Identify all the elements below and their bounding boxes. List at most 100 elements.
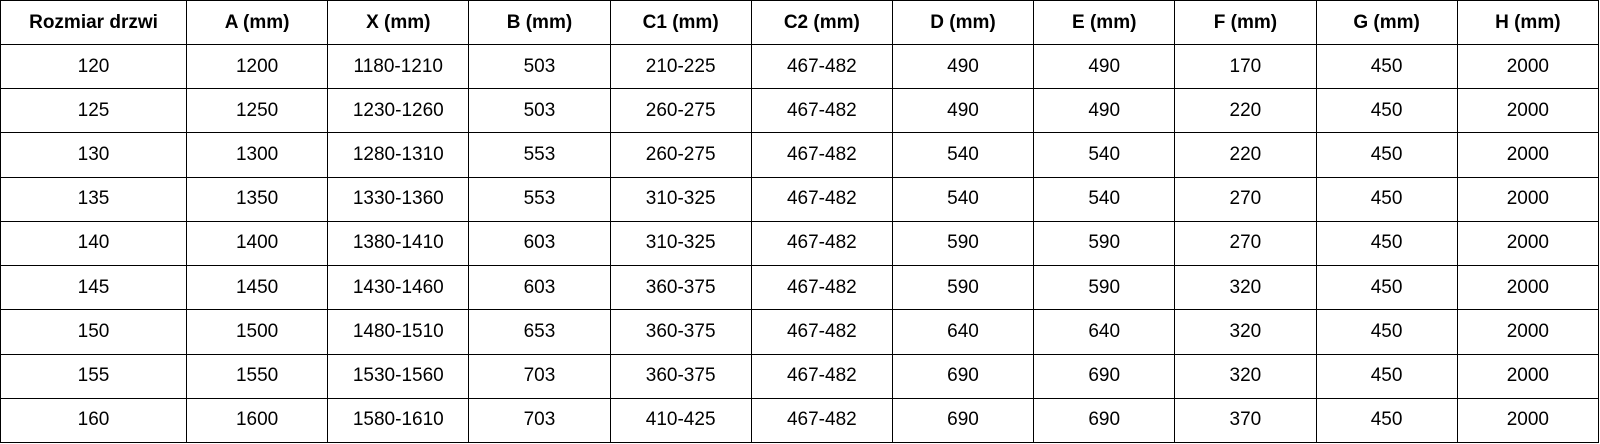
table-cell: 1430-1460 [327, 265, 470, 311]
table-cell: 590 [891, 265, 1035, 311]
table-cell: 320 [1174, 353, 1317, 399]
table-cell: 410-425 [609, 397, 752, 444]
table-row: 135 1350 1330-1360 553 310-325 467-482 540 540 2… [0, 176, 1600, 222]
column-header: F (mm) [1174, 0, 1317, 45]
table-cell: 553 [468, 132, 611, 178]
table-cell: 450 [1315, 43, 1458, 90]
table-cell: 467-482 [750, 132, 893, 178]
table-cell: 450 [1315, 309, 1458, 355]
table-cell: 2000 [1456, 309, 1600, 355]
table-cell: 467-482 [750, 88, 893, 134]
table-cell: 540 [891, 176, 1035, 222]
table-cell: 270 [1174, 176, 1317, 222]
table-cell: 1400 [185, 220, 329, 267]
table-cell: 450 [1315, 176, 1458, 222]
table-cell: 310-325 [609, 176, 752, 222]
table-cell: 703 [468, 397, 611, 444]
table-cell: 653 [468, 309, 611, 355]
table-cell: 1530-1560 [327, 353, 470, 399]
table-row: 150 1500 1480-1510 653 360-375 467-482 640 640 3… [0, 309, 1600, 355]
table-cell: 270 [1174, 220, 1317, 267]
table-cell: 703 [468, 353, 611, 399]
table-row: 145 1450 1430-1460 603 360-375 467-482 590 590 3… [0, 265, 1600, 311]
table-cell: 1450 [185, 265, 329, 311]
table-cell: 2000 [1456, 220, 1600, 267]
table-cell: 450 [1315, 353, 1458, 399]
table-cell: 450 [1315, 265, 1458, 311]
table-cell: 553 [468, 176, 611, 222]
table-cell: 370 [1174, 397, 1317, 444]
table-cell: 540 [1033, 132, 1176, 178]
table-cell: 1180-1210 [327, 43, 470, 90]
table-cell: 120 [0, 43, 187, 90]
column-header: A (mm) [185, 0, 329, 45]
table-cell: 690 [891, 353, 1035, 399]
table-cell: 135 [0, 176, 187, 222]
table-cell: 1300 [185, 132, 329, 178]
table-cell: 690 [1033, 353, 1176, 399]
table-cell: 1350 [185, 176, 329, 222]
table-cell: 140 [0, 220, 187, 267]
table-cell: 590 [891, 220, 1035, 267]
table-cell: 1580-1610 [327, 397, 470, 444]
table-cell: 220 [1174, 132, 1317, 178]
table-cell: 2000 [1456, 265, 1600, 311]
table-cell: 490 [891, 88, 1035, 134]
table-cell: 1330-1360 [327, 176, 470, 222]
table-cell: 360-375 [609, 353, 752, 399]
table-cell: 320 [1174, 265, 1317, 311]
table-cell: 1600 [185, 397, 329, 444]
table-cell: 125 [0, 88, 187, 134]
table-cell: 503 [468, 43, 611, 90]
table-cell: 150 [0, 309, 187, 355]
table-cell: 1480-1510 [327, 309, 470, 355]
table-cell: 467-482 [750, 353, 893, 399]
table-cell: 690 [891, 397, 1035, 444]
table-cell: 360-375 [609, 309, 752, 355]
table-cell: 220 [1174, 88, 1317, 134]
table-cell: 145 [0, 265, 187, 311]
column-header: C1 (mm) [609, 0, 752, 45]
table-row: 125 1250 1230-1260 503 260-275 467-482 490 490 2… [0, 88, 1600, 134]
table-cell: 490 [891, 43, 1035, 90]
table-row: 120 1200 1180-1210 503 210-225 467-482 490 490 1… [0, 43, 1600, 90]
table-cell: 450 [1315, 397, 1458, 444]
table-cell: 1500 [185, 309, 329, 355]
table-cell: 467-482 [750, 220, 893, 267]
header-row: Rozmiar drzwi A (mm) X (mm) B (mm) C1 (mm) C2… [0, 0, 1600, 45]
column-header: X (mm) [327, 0, 470, 45]
table-cell: 490 [1033, 43, 1176, 90]
table-cell: 450 [1315, 132, 1458, 178]
table-cell: 540 [891, 132, 1035, 178]
table-cell: 2000 [1456, 132, 1600, 178]
table-row: 140 1400 1380-1410 603 310-325 467-482 590 590 2… [0, 220, 1600, 267]
table-cell: 540 [1033, 176, 1176, 222]
table-cell: 1380-1410 [327, 220, 470, 267]
column-header: E (mm) [1033, 0, 1176, 45]
table-cell: 590 [1033, 265, 1176, 311]
table-cell: 130 [0, 132, 187, 178]
column-header: C2 (mm) [750, 0, 893, 45]
table-cell: 490 [1033, 88, 1176, 134]
table-cell: 210-225 [609, 43, 752, 90]
table-cell: 1230-1260 [327, 88, 470, 134]
table-cell: 467-482 [750, 176, 893, 222]
table-cell: 1200 [185, 43, 329, 90]
column-header: H (mm) [1456, 0, 1600, 45]
table-row: 130 1300 1280-1310 553 260-275 467-482 540 540 2… [0, 132, 1600, 178]
table-cell: 450 [1315, 88, 1458, 134]
column-header: G (mm) [1315, 0, 1458, 45]
table-cell: 503 [468, 88, 611, 134]
table-cell: 603 [468, 265, 611, 311]
table-cell: 260-275 [609, 132, 752, 178]
table-cell: 2000 [1456, 88, 1600, 134]
table-cell: 310-325 [609, 220, 752, 267]
table-cell: 467-482 [750, 265, 893, 311]
table-cell: 1250 [185, 88, 329, 134]
table-cell: 360-375 [609, 265, 752, 311]
table-cell: 2000 [1456, 43, 1600, 90]
table-cell: 467-482 [750, 43, 893, 90]
column-header: Rozmiar drzwi [0, 0, 187, 45]
table-cell: 467-482 [750, 309, 893, 355]
table-cell: 2000 [1456, 176, 1600, 222]
